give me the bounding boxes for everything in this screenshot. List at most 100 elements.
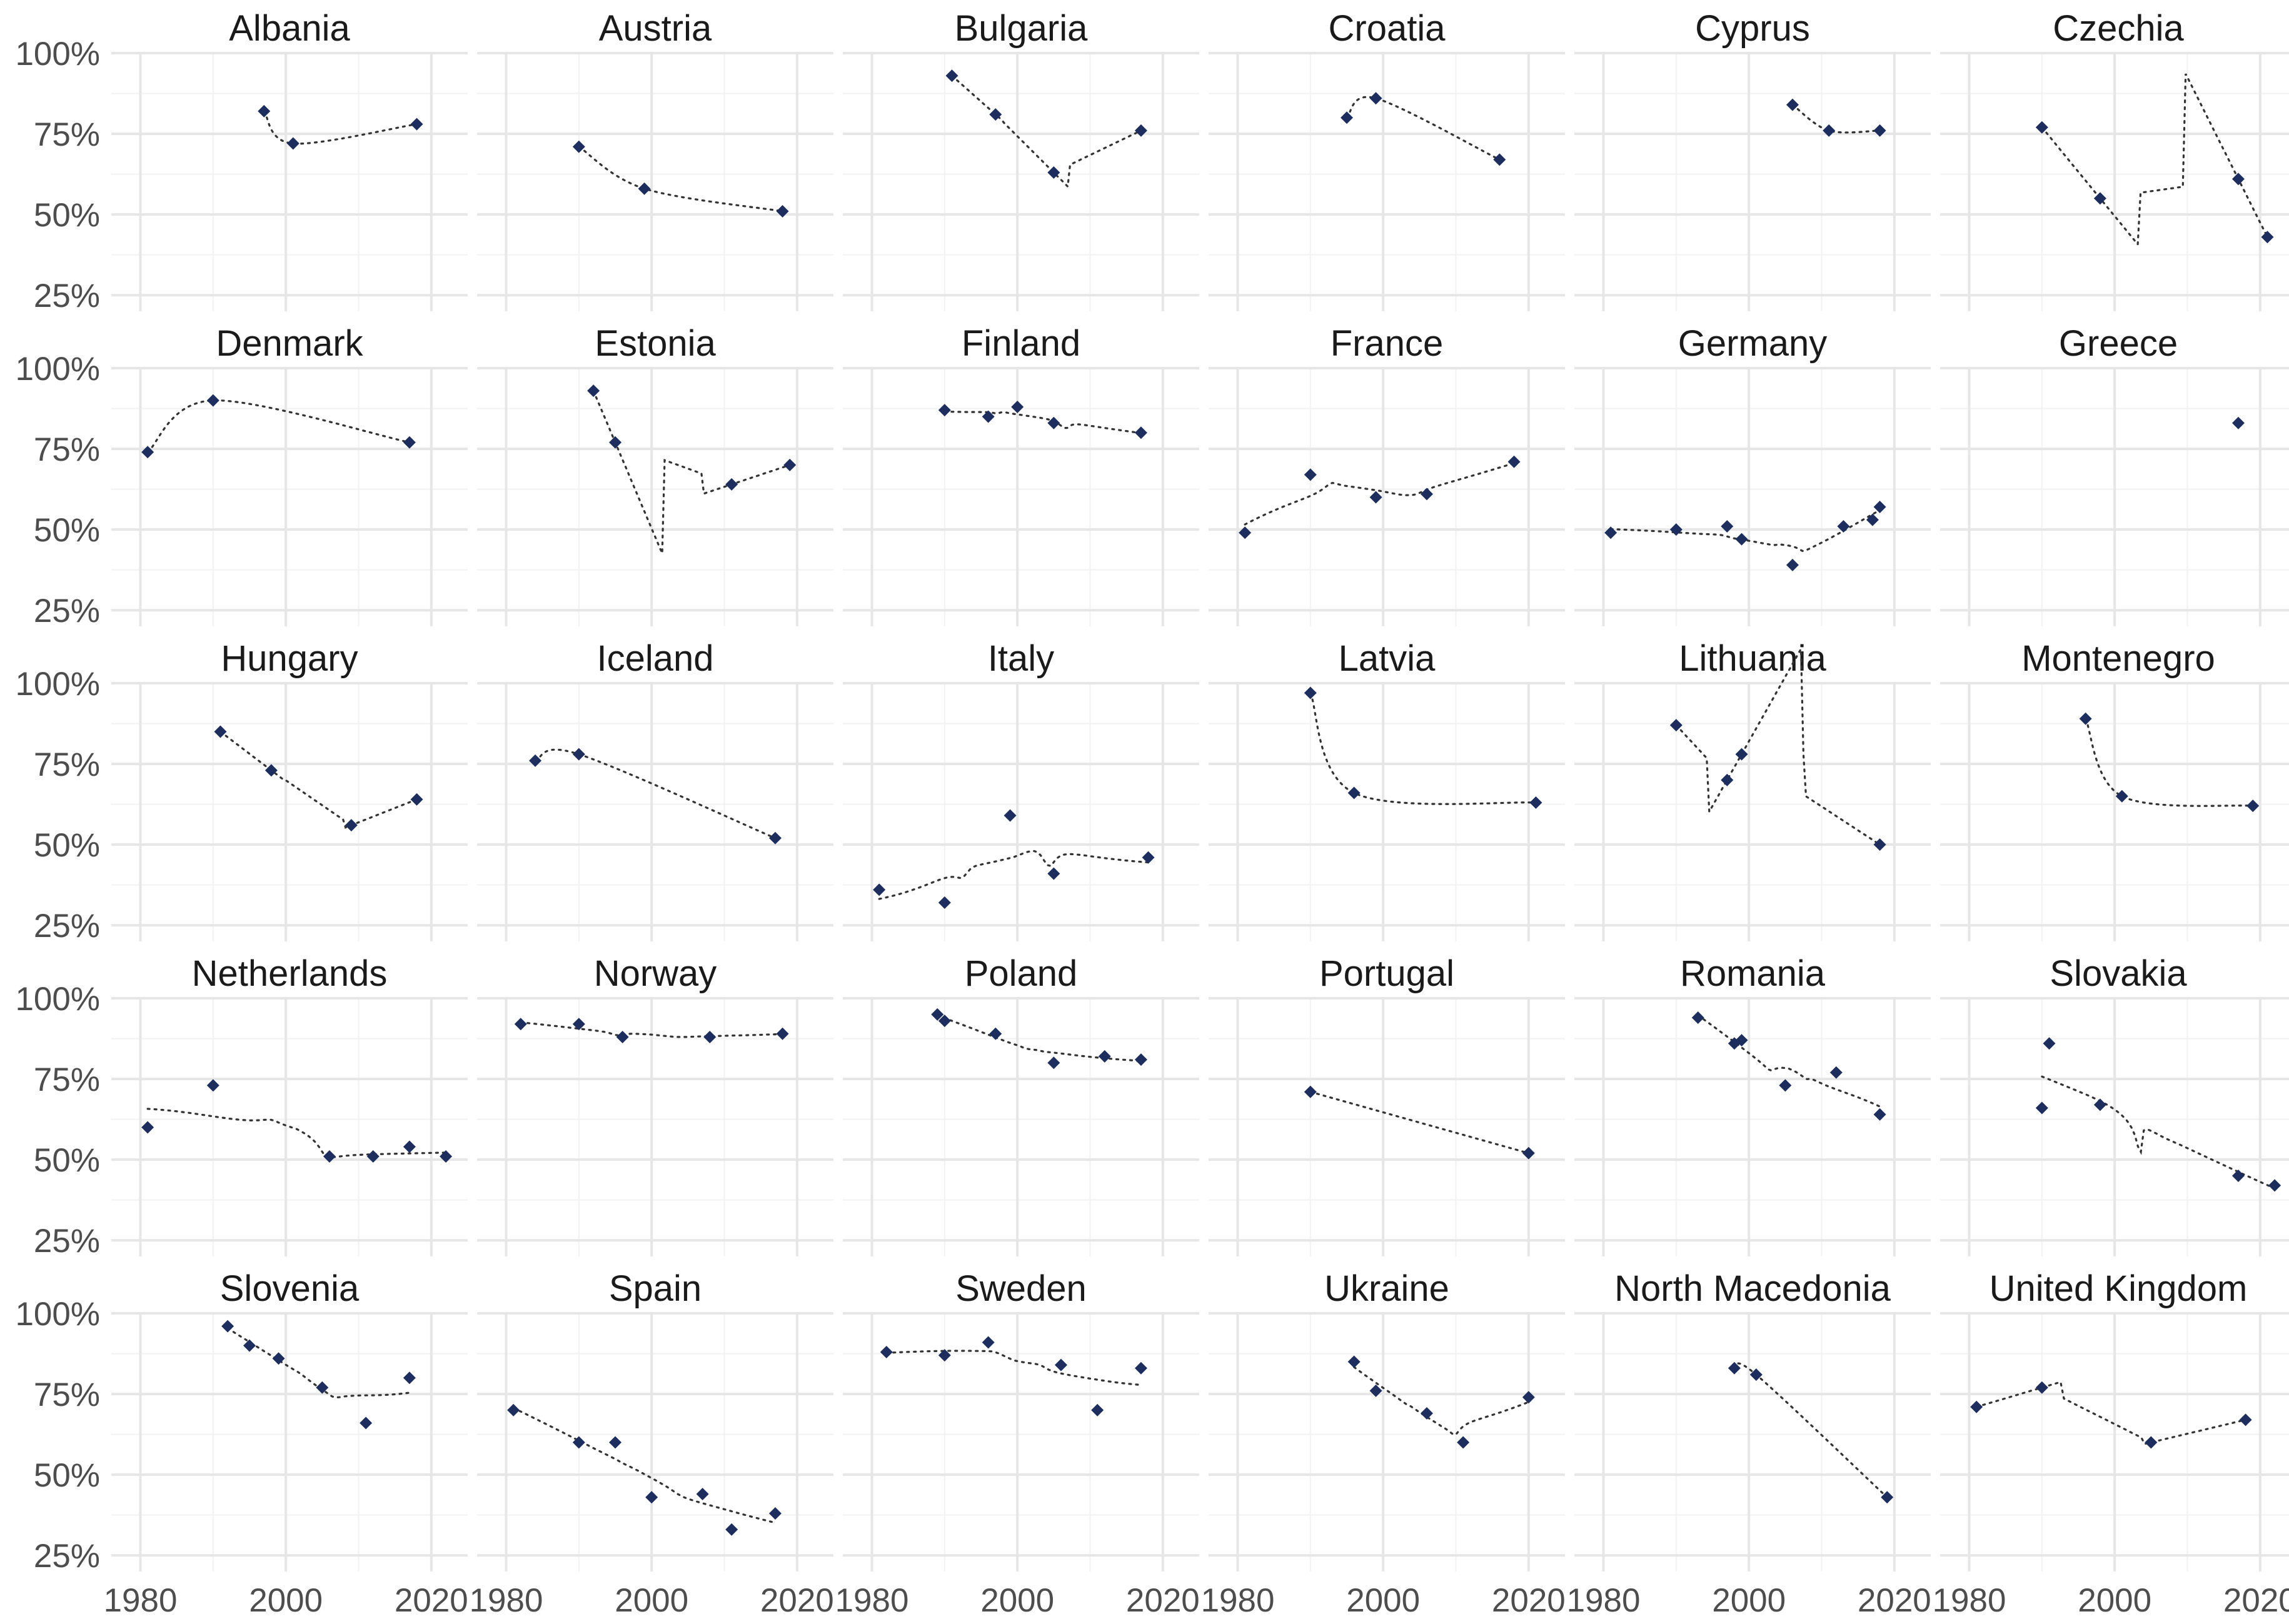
data-point xyxy=(1369,491,1382,504)
data-point xyxy=(2043,1037,2056,1050)
data-point xyxy=(1142,851,1155,864)
data-point xyxy=(221,1320,234,1333)
panel-title: United Kingdom xyxy=(1990,1268,2248,1309)
data-point xyxy=(1507,455,1521,468)
x-tick-label: 2000 xyxy=(2078,1582,2151,1619)
trend-line xyxy=(1353,1366,1530,1436)
panel-north-macedonia: North Macedonia 1980 2000 2020 xyxy=(1567,1268,1931,1619)
panel-germany: Germany xyxy=(1574,323,1931,626)
data-point xyxy=(272,1352,285,1365)
data-point xyxy=(989,1027,1002,1040)
data-point xyxy=(316,1381,329,1394)
y-tick-label: 100% xyxy=(15,981,100,1018)
x-tick-label: 1980 xyxy=(835,1582,909,1619)
data-point xyxy=(1011,400,1024,413)
data-point xyxy=(507,1403,520,1416)
data-point xyxy=(572,1018,585,1031)
data-point xyxy=(1691,1011,1704,1024)
y-tick-label: 50% xyxy=(34,197,100,234)
data-point xyxy=(1529,796,1542,809)
data-point xyxy=(1347,786,1361,799)
panel-slovenia: Slovenia 25% 50% 75% 100% 1980 2000 2020 xyxy=(15,1268,468,1619)
data-point xyxy=(783,458,797,471)
trend-line xyxy=(219,730,418,829)
panel-spain: Spain 1980 2000 2020 xyxy=(470,1268,834,1619)
data-point xyxy=(1047,166,1060,179)
data-point xyxy=(1420,1407,1433,1420)
panel-title: Portugal xyxy=(1319,953,1454,994)
x-tick-label: 2000 xyxy=(249,1582,323,1619)
data-point xyxy=(2268,1179,2281,1192)
data-point xyxy=(1873,124,1886,137)
panel-norway: Norway xyxy=(477,953,833,1256)
data-point xyxy=(514,1018,527,1031)
data-point xyxy=(1866,513,1879,526)
data-point xyxy=(1735,533,1748,546)
panel-title: North Macedonia xyxy=(1614,1268,1891,1309)
panel-title: Hungary xyxy=(221,638,358,679)
data-point xyxy=(345,819,358,832)
panel-title: Slovakia xyxy=(2050,953,2187,994)
panel-title: Austria xyxy=(599,8,712,49)
data-point xyxy=(1786,98,1799,111)
trend-line xyxy=(512,1406,777,1524)
data-point xyxy=(410,118,423,131)
data-point xyxy=(776,204,789,218)
data-point xyxy=(1420,488,1433,501)
y-tick-label: 100% xyxy=(15,36,100,73)
data-point xyxy=(243,1339,256,1352)
panel-united-kingdom: United Kingdom 1980 2000 2020 xyxy=(1933,1268,2289,1619)
y-tick-label: 50% xyxy=(34,1457,100,1494)
data-point xyxy=(2231,416,2245,429)
panel-title: Slovenia xyxy=(220,1268,360,1309)
panel-portugal: Portugal xyxy=(1209,953,1565,1256)
panel-latvia: Latvia xyxy=(1209,638,1565,941)
data-point xyxy=(1047,416,1060,429)
data-point xyxy=(2145,1436,2158,1449)
y-tick-label: 75% xyxy=(34,116,100,153)
panel-title: Sweden xyxy=(955,1268,1087,1309)
panel-france: France xyxy=(1209,323,1565,626)
panel-hungary: Hungary 25% 50% 75% 100% xyxy=(15,638,468,945)
data-point xyxy=(323,1150,336,1163)
panel-title: Greece xyxy=(2059,323,2178,364)
data-point xyxy=(1457,1436,1470,1449)
data-point xyxy=(2093,1098,2106,1111)
panel-slovakia: Slovakia xyxy=(1940,953,2289,1256)
x-tick-label: 1980 xyxy=(1933,1582,2006,1619)
data-point xyxy=(1779,1079,1792,1092)
data-point xyxy=(2231,173,2245,186)
data-point xyxy=(1728,1361,1741,1375)
data-point xyxy=(1837,519,1850,533)
y-tick-label: 75% xyxy=(34,1061,100,1098)
data-point xyxy=(931,1008,944,1021)
trend-line xyxy=(1244,462,1516,526)
panel-title: Italy xyxy=(988,638,1054,679)
y-tick-label: 25% xyxy=(34,1223,100,1260)
data-point xyxy=(1239,526,1252,539)
panel-title: Denmark xyxy=(216,323,363,364)
panel-title: France xyxy=(1331,323,1444,364)
trend-line xyxy=(263,110,418,145)
trend-line xyxy=(1675,645,1881,846)
data-point xyxy=(1970,1400,1983,1413)
data-point xyxy=(880,1345,893,1358)
panel-title: Estonia xyxy=(595,323,716,364)
panel-finland: Finland xyxy=(843,323,1199,626)
data-point xyxy=(1735,748,1748,761)
trend-line xyxy=(2041,1075,2276,1190)
panel-denmark: Denmark 25% 50% 75% 100% xyxy=(15,323,468,629)
y-tick-label: 50% xyxy=(34,827,100,864)
x-tick-label: 2020 xyxy=(760,1582,834,1619)
trend-line xyxy=(2085,718,2254,807)
y-tick-label: 100% xyxy=(15,351,100,388)
data-point xyxy=(725,1523,738,1536)
data-point xyxy=(1369,1384,1382,1397)
data-point xyxy=(1735,1034,1748,1047)
data-point xyxy=(141,446,154,459)
panel-title: Ukraine xyxy=(1324,1268,1449,1309)
data-point xyxy=(2035,121,2048,134)
data-point xyxy=(1493,153,1506,166)
y-tick-label: 100% xyxy=(15,1296,100,1333)
